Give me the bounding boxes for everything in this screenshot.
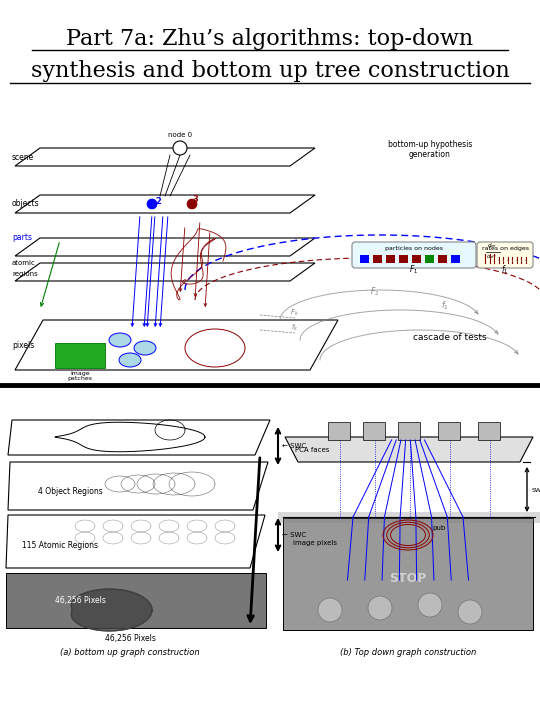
Text: node 0: node 0 (168, 132, 192, 138)
Polygon shape (15, 238, 315, 256)
Polygon shape (6, 515, 265, 568)
Text: $d_{on}$: $d_{on}$ (487, 241, 497, 250)
Text: bottom-up hypothesis
generation: bottom-up hypothesis generation (388, 140, 472, 159)
Text: 3: 3 (192, 196, 198, 204)
Text: 4 Object Regions: 4 Object Regions (38, 487, 103, 497)
Text: pixels: pixels (12, 341, 34, 349)
Polygon shape (15, 320, 338, 370)
Text: $F_k$: $F_k$ (291, 308, 300, 318)
Bar (478, 422, 500, 440)
Text: 115 Atomic Regions: 115 Atomic Regions (22, 541, 98, 549)
Text: $f_k$: $f_k$ (291, 323, 299, 333)
Circle shape (147, 199, 157, 209)
Text: 46,256 Pixels: 46,256 Pixels (105, 634, 156, 642)
Circle shape (368, 596, 392, 620)
Text: atomic: atomic (12, 260, 36, 266)
Bar (425, 255, 434, 263)
Polygon shape (15, 263, 315, 281)
Bar (373, 255, 382, 263)
Polygon shape (8, 462, 268, 510)
Text: pub: pub (432, 525, 445, 531)
Polygon shape (285, 437, 533, 462)
Text: SWC: SWC (532, 487, 540, 492)
Text: Part 7a: Zhu’s algorithms: top-down: Part 7a: Zhu’s algorithms: top-down (66, 28, 474, 50)
Bar (438, 422, 460, 440)
Text: $d_{off}$: $d_{off}$ (487, 252, 497, 261)
Bar (328, 422, 350, 440)
Bar (451, 255, 460, 263)
Polygon shape (15, 148, 315, 166)
Bar (386, 255, 395, 263)
Text: synthesis and bottom up tree construction: synthesis and bottom up tree constructio… (31, 60, 509, 82)
Text: (b) Top down graph construction: (b) Top down graph construction (340, 648, 476, 657)
Bar (283, 518, 533, 630)
Text: ← SWC: ← SWC (282, 443, 306, 449)
Polygon shape (15, 195, 315, 213)
Ellipse shape (119, 353, 141, 367)
Bar (398, 422, 420, 440)
Bar (399, 255, 408, 263)
Text: image
patches: image patches (68, 371, 92, 382)
Circle shape (418, 593, 442, 617)
Text: (a) bottom up graph construction: (a) bottom up graph construction (60, 648, 200, 657)
Circle shape (173, 141, 187, 155)
Bar (412, 255, 421, 263)
Text: parts: parts (12, 233, 32, 243)
Text: rates on edges: rates on edges (482, 246, 529, 251)
Text: $f_2$: $f_2$ (441, 299, 449, 312)
Text: $F_1$: $F_1$ (409, 263, 418, 276)
Circle shape (187, 199, 197, 209)
Polygon shape (71, 589, 152, 631)
Text: STOP: STOP (389, 572, 427, 585)
Polygon shape (8, 420, 270, 455)
Text: PCA faces: PCA faces (295, 447, 329, 453)
Circle shape (458, 600, 482, 624)
Text: image pixels: image pixels (293, 540, 337, 546)
Text: 46,256 Pixels: 46,256 Pixels (55, 595, 105, 605)
Text: particles on nodes: particles on nodes (385, 246, 443, 251)
Circle shape (318, 598, 342, 622)
Text: scene: scene (12, 153, 34, 161)
Text: cascade of tests: cascade of tests (413, 333, 487, 342)
Ellipse shape (134, 341, 156, 355)
Bar (55, 343, 105, 368)
FancyBboxPatch shape (352, 242, 476, 268)
Text: 2: 2 (155, 197, 161, 207)
FancyBboxPatch shape (477, 242, 533, 268)
Bar (363, 422, 385, 440)
Text: regions: regions (12, 271, 38, 277)
Bar (5, 105, 535, 383)
Text: objects: objects (12, 199, 39, 209)
Text: ← SWC: ← SWC (282, 532, 306, 538)
Bar (360, 255, 369, 263)
Bar (438, 255, 447, 263)
Text: $F_2$: $F_2$ (370, 286, 380, 299)
Ellipse shape (109, 333, 131, 347)
Bar (6, 573, 266, 628)
Text: $f_1$: $f_1$ (501, 263, 509, 276)
